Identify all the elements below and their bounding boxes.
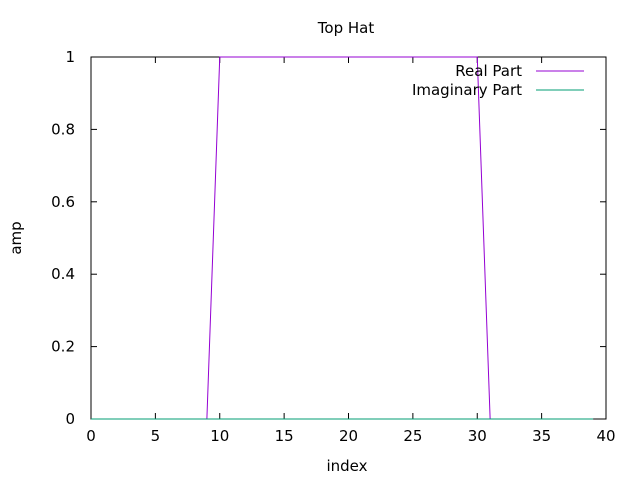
y-tick-label: 0.6 (51, 193, 75, 211)
x-tick-label: 25 (403, 427, 422, 445)
x-axis-label: index (326, 457, 367, 475)
x-tick-label: 10 (210, 427, 229, 445)
series-layer (91, 56, 594, 420)
plot-frame (90, 56, 607, 420)
x-tick-label: 35 (532, 427, 551, 445)
chart-title: Top Hat (317, 19, 375, 37)
legend-label: Real Part (455, 62, 522, 80)
x-tick-label: 5 (151, 427, 161, 445)
x-tick-label: 40 (596, 427, 615, 445)
plot-area (90, 56, 607, 420)
y-axis: 0 0.2 0.4 0.6 0.8 1 (51, 48, 606, 428)
x-axis: 0 5 10 15 20 25 30 35 40 (86, 57, 616, 445)
series-line-real-part (91, 56, 594, 420)
y-tick-label: 0.8 (51, 120, 75, 138)
legend-label: Imaginary Part (412, 81, 522, 99)
x-tick-label: 20 (339, 427, 358, 445)
y-tick-label: 1 (65, 48, 75, 66)
y-tick-label: 0 (65, 410, 75, 428)
x-tick-label: 15 (275, 427, 294, 445)
x-tick-label: 0 (86, 427, 96, 445)
x-tick-label: 30 (468, 427, 487, 445)
y-tick-label: 0.4 (51, 265, 75, 283)
y-axis-label: amp (7, 221, 25, 254)
y-tick-label: 0.2 (51, 338, 75, 356)
